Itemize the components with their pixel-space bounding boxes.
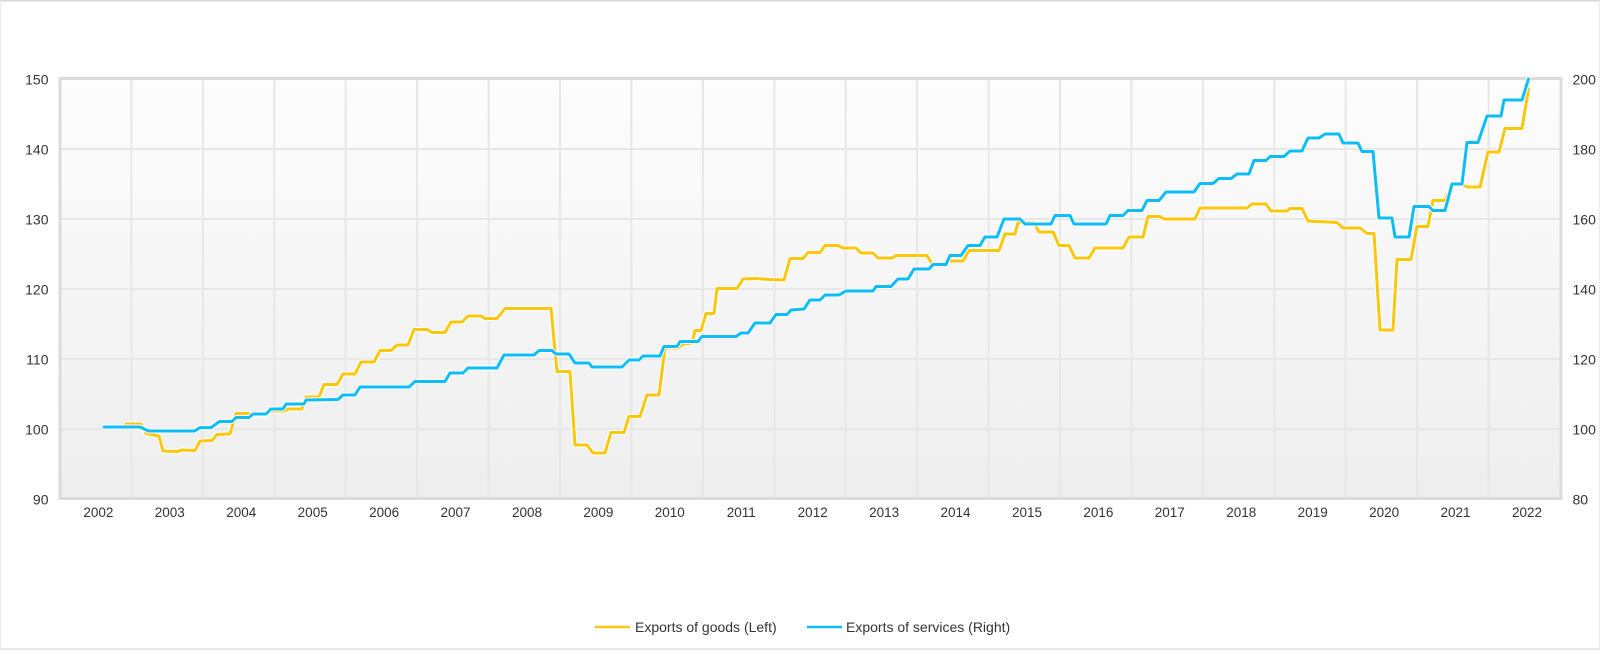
svg-text:200: 200 <box>1573 72 1597 88</box>
svg-text:2002: 2002 <box>83 505 113 520</box>
svg-text:2006: 2006 <box>369 505 399 520</box>
svg-text:2010: 2010 <box>655 505 685 520</box>
svg-text:2018: 2018 <box>1226 505 1256 520</box>
svg-text:80: 80 <box>1573 492 1589 508</box>
svg-text:2007: 2007 <box>440 505 470 520</box>
svg-text:2022: 2022 <box>1512 505 1542 520</box>
svg-text:130: 130 <box>25 212 49 228</box>
svg-text:140: 140 <box>1573 282 1597 298</box>
svg-text:2016: 2016 <box>1083 505 1113 520</box>
svg-text:2004: 2004 <box>226 505 257 520</box>
svg-text:2012: 2012 <box>798 505 828 520</box>
svg-text:2019: 2019 <box>1298 505 1328 520</box>
svg-text:2015: 2015 <box>1012 505 1042 520</box>
svg-text:100: 100 <box>25 422 49 438</box>
svg-text:2014: 2014 <box>940 505 971 520</box>
svg-text:2020: 2020 <box>1369 505 1399 520</box>
svg-text:2021: 2021 <box>1440 505 1470 520</box>
svg-text:2011: 2011 <box>727 505 756 520</box>
svg-text:Exports of services (Right): Exports of services (Right) <box>846 619 1010 635</box>
svg-text:90: 90 <box>33 492 49 508</box>
svg-text:120: 120 <box>1573 352 1597 368</box>
svg-text:2013: 2013 <box>869 505 899 520</box>
svg-text:110: 110 <box>26 352 49 368</box>
svg-text:2009: 2009 <box>583 505 613 520</box>
svg-text:140: 140 <box>25 142 49 158</box>
svg-text:Exports of goods (Left): Exports of goods (Left) <box>635 619 777 635</box>
svg-text:2017: 2017 <box>1155 505 1185 520</box>
svg-text:160: 160 <box>1573 212 1597 228</box>
svg-text:100: 100 <box>1573 422 1597 438</box>
svg-text:2003: 2003 <box>155 505 185 520</box>
svg-text:120: 120 <box>25 282 49 298</box>
svg-text:150: 150 <box>25 72 49 88</box>
svg-text:180: 180 <box>1573 142 1597 158</box>
svg-text:2008: 2008 <box>512 505 542 520</box>
svg-text:2005: 2005 <box>298 505 328 520</box>
